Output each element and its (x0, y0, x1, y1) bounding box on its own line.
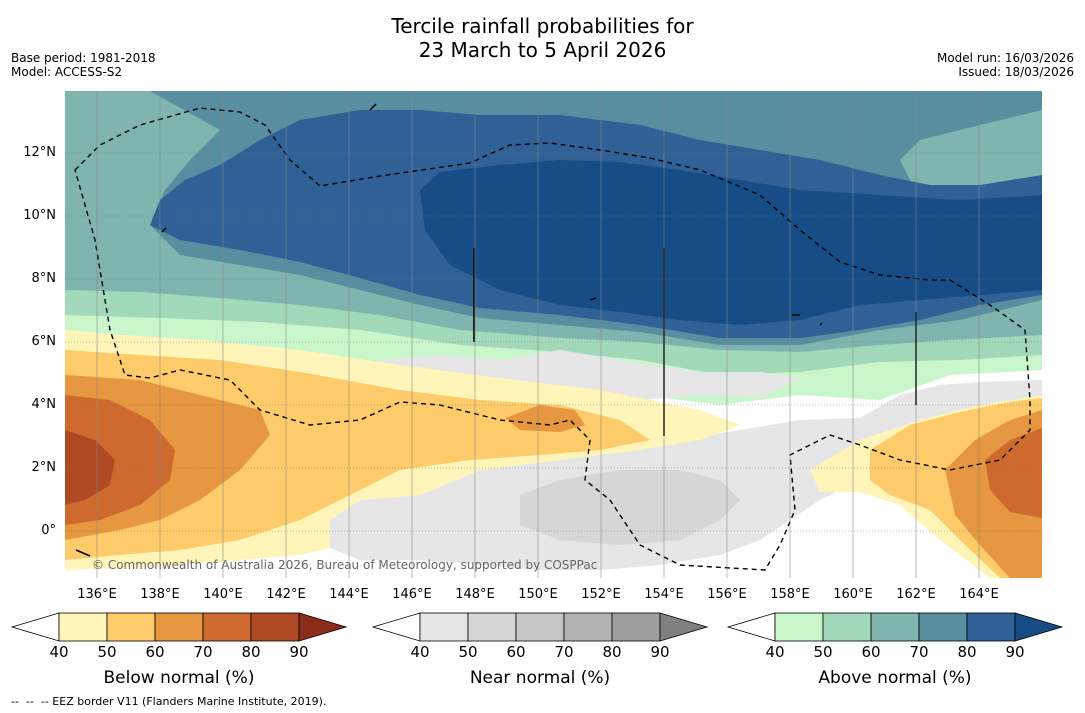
cb-below-title: Below normal (%) (103, 668, 255, 688)
cb-near-tick: 40 (410, 643, 430, 661)
meta-left: Base period: 1981-2018 Model: ACCESS-S2 (11, 51, 156, 79)
graticule (65, 152, 1042, 532)
cb-below-tick: 60 (145, 643, 165, 661)
lat-label-6n: 6°N (31, 334, 57, 349)
cb-near-tick: 50 (458, 643, 478, 661)
colorbar-above-cell (918, 612, 968, 642)
lon-label-152e: 152°E (581, 587, 621, 602)
colorbar-below-cell (202, 612, 252, 642)
lon-label-150e: 150°E (518, 587, 558, 602)
lon-label-162e: 162°E (896, 587, 936, 602)
island-marks (75, 103, 823, 557)
lon-label-138e: 138°E (140, 587, 180, 602)
colorbar-above (726, 612, 1064, 642)
cb-above-title: Above normal (%) (818, 668, 972, 688)
lon-label-156e: 156°E (707, 587, 747, 602)
colorbar-above-cell (822, 612, 872, 642)
title-line-1: Tercile rainfall probabilities for (391, 14, 694, 38)
colorbar-near-over (659, 612, 709, 642)
below-60-patch (505, 405, 585, 432)
cb-above-tick: 40 (765, 643, 785, 661)
map-title: Tercile rainfall probabilities for 23 Ma… (0, 14, 1085, 62)
lon-label-148e: 148°E (455, 587, 495, 602)
cb-above-tick: 50 (813, 643, 833, 661)
cb-near-tick: 80 (602, 643, 622, 661)
cb-near-tick: 60 (506, 643, 526, 661)
lon-label-158e: 158°E (770, 587, 810, 602)
colorbar-above-cell (870, 612, 920, 642)
cb-near-tick: 90 (650, 643, 670, 661)
colorbar-near-cell (467, 612, 517, 642)
cb-above-tick: 60 (861, 643, 881, 661)
cb-above-tick: 90 (1005, 643, 1025, 661)
colorbar-below-over (298, 612, 348, 642)
colorbar-near-cell (515, 612, 565, 642)
lat-label-0: 0° (41, 523, 56, 538)
meridians (96, 91, 980, 578)
cb-above-tick: 70 (909, 643, 929, 661)
colorbar-above-over (1014, 612, 1064, 642)
colorbar-below-cell (106, 612, 156, 642)
colorbar-near-under (371, 612, 421, 642)
copyright-notice: © Commonwealth of Australia 2026, Bureau… (92, 558, 598, 572)
eez-footnote: -- -- -- EEZ border V11 (Flanders Marine… (11, 695, 327, 708)
below-80-band (65, 430, 115, 505)
colorbar-near-cell (419, 612, 469, 642)
cb-below-tick: 90 (289, 643, 309, 661)
issued-date: Issued: 18/03/2026 (958, 65, 1074, 79)
lon-label-154e: 154°E (644, 587, 684, 602)
probability-field (65, 91, 1042, 578)
lon-label-136e: 136°E (77, 587, 117, 602)
lat-label-8n: 8°N (31, 271, 57, 286)
model-name: Model: ACCESS-S2 (11, 65, 123, 79)
cb-near-title: Near normal (%) (469, 668, 611, 688)
colorbar-below-under (10, 612, 60, 642)
lon-label-164e: 164°E (959, 587, 999, 602)
colorbar-below (10, 612, 348, 642)
cb-above-tick: 80 (957, 643, 977, 661)
cb-below-tick: 50 (97, 643, 117, 661)
near-50-zone (520, 470, 740, 545)
colorbar-above-cell (774, 612, 824, 642)
cb-below-tick: 40 (49, 643, 69, 661)
lat-label-12n: 12°N (23, 145, 56, 160)
base-period: Base period: 1981-2018 (11, 51, 156, 65)
above-90-band (420, 160, 1042, 325)
lat-label-10n: 10°N (23, 208, 56, 223)
below-70-band-east (985, 428, 1042, 518)
eez-border (74, 107, 1031, 571)
lon-label-146e: 146°E (392, 587, 432, 602)
title-line-2: 23 March to 5 April 2026 (418, 38, 667, 62)
model-run: Model run: 16/03/2026 (936, 51, 1074, 65)
cb-near-tick: 70 (554, 643, 574, 661)
lat-label-4n: 4°N (31, 397, 57, 412)
colorbar-near-cell (611, 612, 661, 642)
colorbar-below-cell (250, 612, 300, 642)
cb-below-tick: 70 (193, 643, 213, 661)
cb-below-tick: 80 (241, 643, 261, 661)
colorbar-below-cell (154, 612, 204, 642)
lat-label-2n: 2°N (31, 460, 57, 475)
lon-label-144e: 144°E (329, 587, 369, 602)
colorbar-above-cell (966, 612, 1016, 642)
lon-label-140e: 140°E (203, 587, 243, 602)
colorbar-near (371, 612, 709, 642)
lon-label-160e: 160°E (833, 587, 873, 602)
colorbar-near-cell (563, 612, 613, 642)
colorbar-below-cell (58, 612, 108, 642)
lon-label-142e: 142°E (266, 587, 306, 602)
meta-right: Model run: 16/03/2026 Issued: 18/03/2026 (937, 51, 1074, 79)
colorbar-above-under (726, 612, 776, 642)
